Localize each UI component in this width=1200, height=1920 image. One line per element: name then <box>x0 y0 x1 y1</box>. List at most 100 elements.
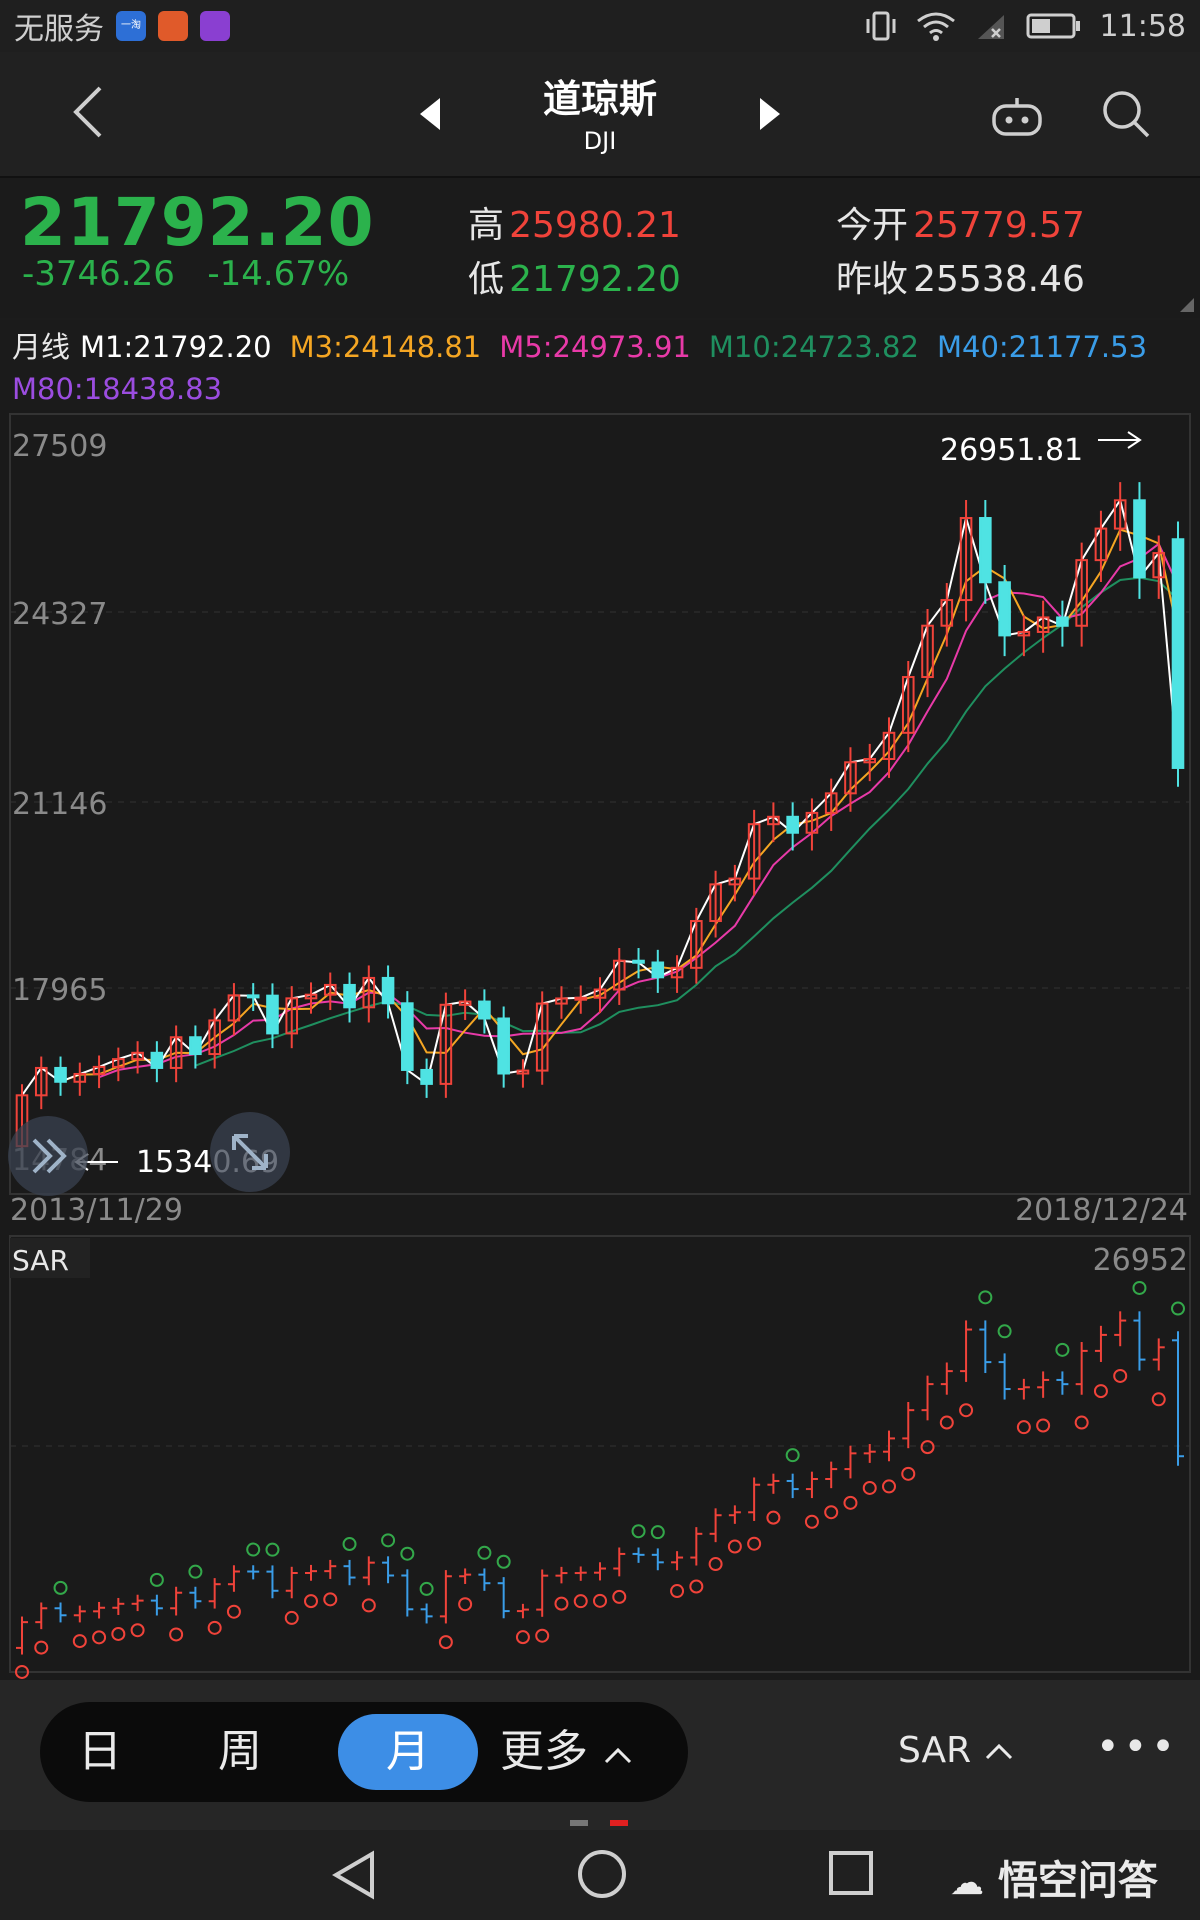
kline-chart[interactable]: 27509 24327 21146 17965 14784 26951.81 1… <box>0 410 1200 1680</box>
robot-assistant-icon[interactable] <box>990 94 1044 138</box>
candle <box>767 802 780 843</box>
sar-dot <box>1132 1280 1147 1295</box>
sar-dot <box>304 1594 318 1609</box>
signal-icon <box>977 15 1004 39</box>
sar-bar <box>478 1568 491 1591</box>
period-week[interactable]: 周 <box>218 1726 262 1777</box>
sar-dot <box>959 1403 974 1418</box>
page-subtitle: DJI <box>583 127 617 155</box>
candle <box>979 500 992 604</box>
sar-bar <box>1172 1331 1184 1466</box>
candle <box>612 948 626 1005</box>
gallery-app-icon <box>200 11 230 41</box>
system-recents-icon[interactable] <box>828 1850 874 1896</box>
search-icon[interactable] <box>1100 88 1152 140</box>
candle <box>863 743 877 782</box>
candle <box>574 985 588 1014</box>
candle <box>112 1047 125 1082</box>
sar-dot <box>978 1290 993 1305</box>
sar-bar <box>189 1586 202 1609</box>
sar-bar <box>748 1477 761 1521</box>
sar-dot <box>1093 1384 1108 1399</box>
ma-m1: M1:21792.20 <box>80 330 272 364</box>
sar-dot <box>535 1628 550 1643</box>
sar-dot <box>650 1525 665 1540</box>
period-more[interactable]: 更多 <box>500 1702 680 1802</box>
candle <box>401 991 414 1085</box>
sar-dot <box>130 1623 145 1638</box>
wifi-icon <box>916 12 955 41</box>
sar-bar <box>324 1559 337 1579</box>
sar-dot <box>111 1626 126 1641</box>
x-end-label: 2018/12/24 <box>1015 1193 1188 1228</box>
sar-dot <box>727 1539 742 1554</box>
prev-close-cell: 昨收 25538.46 <box>836 250 1085 302</box>
period-day[interactable]: 日 <box>78 1726 122 1777</box>
sar-bar <box>805 1471 818 1499</box>
sar-dot <box>1036 1418 1051 1433</box>
sar-dot <box>1055 1342 1070 1357</box>
candle <box>189 1025 202 1069</box>
candle <box>555 986 568 1019</box>
vibrate-icon <box>866 11 896 41</box>
sar-chart-frame <box>9 1235 1191 1673</box>
candle <box>593 977 607 1014</box>
sar-bar <box>1094 1325 1107 1362</box>
y-tick-label: 27509 <box>12 429 107 464</box>
more-options-icon[interactable]: ••• <box>1096 1724 1179 1770</box>
ma5-line <box>98 542 1179 1079</box>
sar-dot <box>804 1514 819 1529</box>
main-chart-frame <box>9 413 1191 1195</box>
high-value: 25980.21 <box>509 205 681 246</box>
expand-corner-icon[interactable] <box>1180 298 1194 312</box>
sar-dot <box>1074 1415 1089 1430</box>
sar-dot <box>843 1495 858 1510</box>
change-value: -3746.26 <box>22 254 175 294</box>
sar-dot <box>708 1557 723 1572</box>
previous-index-icon[interactable] <box>418 96 442 132</box>
nav-bar: 道琼斯 DJI <box>0 52 1200 178</box>
open-cell: 今开 25779.57 <box>836 196 1085 248</box>
sar-dot <box>226 1604 241 1619</box>
candle <box>73 1062 87 1096</box>
max-arrow-icon <box>1098 431 1142 449</box>
sar-dot <box>1171 1301 1185 1316</box>
low-label: 低 <box>468 259 505 300</box>
candle <box>940 583 954 647</box>
system-home-icon[interactable] <box>576 1848 628 1900</box>
sar-bar <box>1152 1338 1165 1371</box>
sar-bar <box>651 1548 664 1571</box>
sar-label: SAR <box>12 1244 69 1277</box>
candle <box>1133 482 1146 599</box>
sar-bar <box>1056 1371 1069 1395</box>
carrier-text: 无服务 <box>14 12 104 47</box>
prev-close-value: 25538.46 <box>913 259 1085 300</box>
sar-dot <box>265 1542 280 1557</box>
sar-dot <box>824 1505 839 1520</box>
ma-m80: M80:18438.83 <box>12 372 223 406</box>
sar-bar <box>863 1444 876 1463</box>
page-title: 道琼斯 <box>542 77 657 121</box>
sar-bar <box>1133 1311 1146 1371</box>
sar-bar <box>1037 1371 1050 1398</box>
chart-area[interactable]: 27509 24327 21146 17965 14784 26951.81 1… <box>0 410 1200 1680</box>
indicator-label: SAR <box>898 1730 972 1771</box>
x-start-label: 2013/11/29 <box>10 1193 183 1228</box>
candle <box>458 989 472 1020</box>
back-arrow-icon[interactable] <box>60 82 120 142</box>
next-index-icon[interactable] <box>758 96 782 132</box>
sar-dot <box>15 1664 29 1679</box>
system-back-icon[interactable] <box>332 1850 376 1900</box>
period-month[interactable]: 月 <box>338 1714 478 1790</box>
sar-bar <box>35 1602 48 1630</box>
ma-m10: M10:24723.82 <box>708 330 919 364</box>
sar-bar <box>516 1603 529 1619</box>
period-toolbar: 日 周 月 更多 SAR ••• <box>0 1680 1200 1830</box>
indicator-selector[interactable]: SAR <box>898 1730 1015 1771</box>
sar-dot <box>496 1554 511 1569</box>
double-chevron-icon <box>32 1138 67 1174</box>
sar-dot <box>593 1593 607 1608</box>
candle <box>651 949 665 993</box>
candle <box>343 972 356 1023</box>
sar-dot <box>92 1630 107 1645</box>
